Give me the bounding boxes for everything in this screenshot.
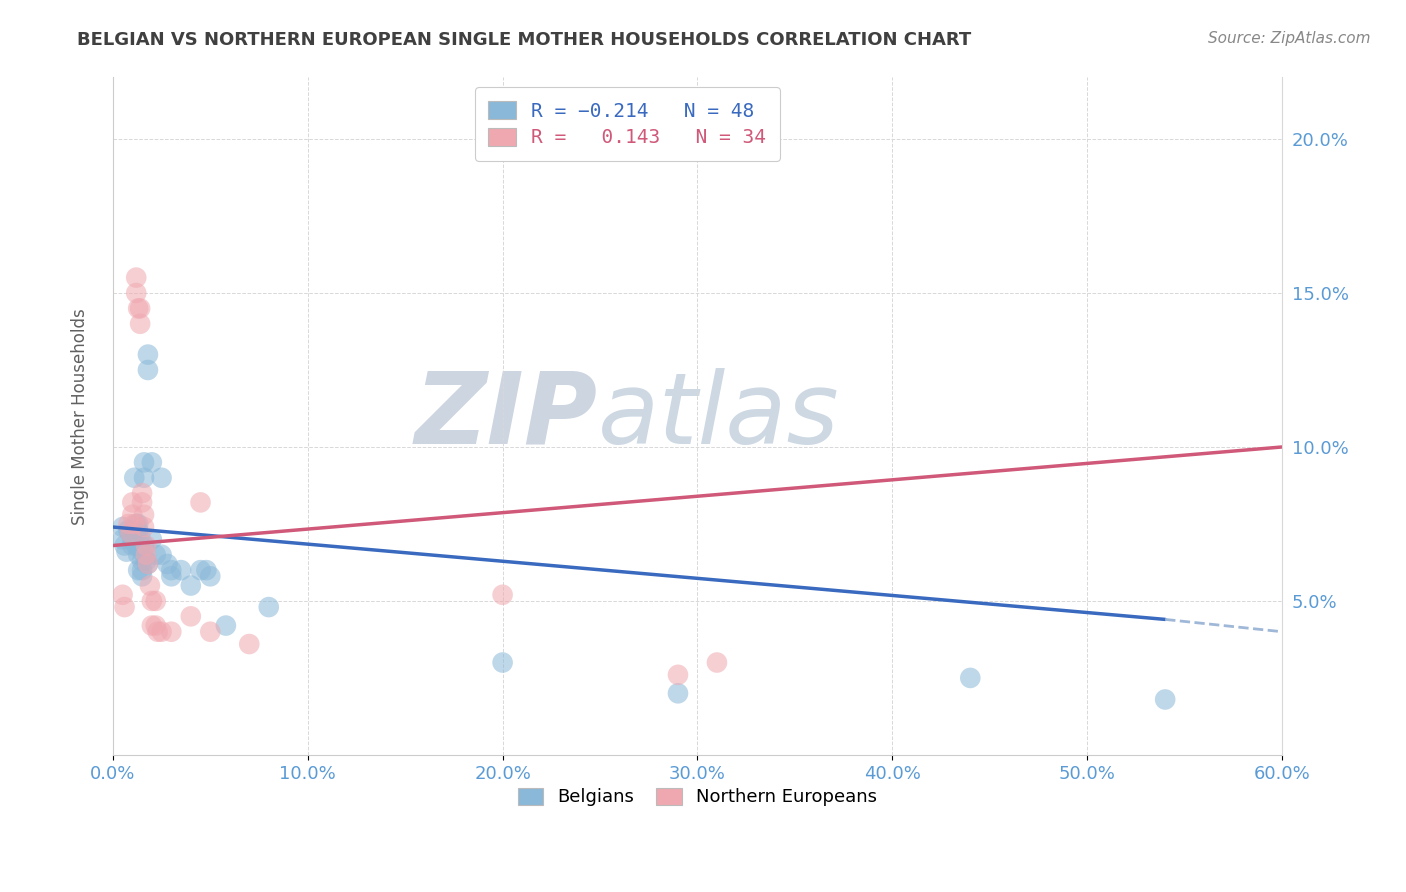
Point <box>125 526 148 541</box>
Point <box>125 516 148 531</box>
Point <box>215 618 238 632</box>
Point <box>121 508 143 522</box>
Point <box>132 539 155 553</box>
Text: ZIP: ZIP <box>415 368 598 465</box>
Point <box>131 495 153 509</box>
Point <box>129 317 152 331</box>
Point <box>127 563 149 577</box>
Point <box>129 539 152 553</box>
Point <box>150 548 173 562</box>
Point <box>127 523 149 537</box>
Point <box>139 578 162 592</box>
Point <box>491 656 513 670</box>
Point <box>125 285 148 300</box>
Point <box>136 348 159 362</box>
Point <box>141 455 163 469</box>
Point <box>131 563 153 577</box>
Point <box>141 533 163 547</box>
Point <box>127 516 149 531</box>
Point <box>114 600 136 615</box>
Point <box>666 668 689 682</box>
Point <box>132 455 155 469</box>
Point <box>120 526 142 541</box>
Point <box>238 637 260 651</box>
Point <box>145 594 167 608</box>
Point <box>136 557 159 571</box>
Point <box>150 471 173 485</box>
Point <box>125 539 148 553</box>
Point <box>959 671 981 685</box>
Point <box>200 569 222 583</box>
Point <box>124 471 146 485</box>
Point <box>180 609 202 624</box>
Point <box>706 656 728 670</box>
Point <box>117 516 139 531</box>
Point <box>131 554 153 568</box>
Point <box>180 578 202 592</box>
Legend: Belgians, Northern Europeans: Belgians, Northern Europeans <box>510 780 884 814</box>
Point <box>170 563 193 577</box>
Point <box>129 529 152 543</box>
Point <box>145 548 167 562</box>
Point <box>135 554 157 568</box>
Point <box>195 563 218 577</box>
Point <box>114 539 136 553</box>
Point <box>136 363 159 377</box>
Point <box>160 569 183 583</box>
Text: Source: ZipAtlas.com: Source: ZipAtlas.com <box>1208 31 1371 46</box>
Text: BELGIAN VS NORTHERN EUROPEAN SINGLE MOTHER HOUSEHOLDS CORRELATION CHART: BELGIAN VS NORTHERN EUROPEAN SINGLE MOTH… <box>77 31 972 49</box>
Point <box>124 516 146 531</box>
Point <box>200 624 222 639</box>
Point <box>125 270 148 285</box>
Point <box>136 557 159 571</box>
Point <box>132 471 155 485</box>
Point <box>141 618 163 632</box>
Point <box>145 618 167 632</box>
Point <box>666 686 689 700</box>
Point <box>1154 692 1177 706</box>
Point <box>111 520 134 534</box>
Point <box>132 520 155 534</box>
Point <box>121 533 143 547</box>
Y-axis label: Single Mother Households: Single Mother Households <box>72 308 89 524</box>
Point <box>111 588 134 602</box>
Point <box>131 544 153 558</box>
Point <box>150 624 173 639</box>
Point <box>190 563 212 577</box>
Point <box>131 569 153 583</box>
Point <box>120 526 142 541</box>
Point <box>135 539 157 553</box>
Point <box>127 301 149 316</box>
Point <box>121 539 143 553</box>
Point <box>135 548 157 562</box>
Point <box>257 600 280 615</box>
Point <box>117 523 139 537</box>
Point <box>129 301 152 316</box>
Point <box>141 594 163 608</box>
Point <box>111 533 134 547</box>
Point <box>131 486 153 500</box>
Point <box>127 548 149 562</box>
Point <box>491 588 513 602</box>
Point <box>190 495 212 509</box>
Point <box>146 624 169 639</box>
Point <box>160 563 183 577</box>
Point <box>132 508 155 522</box>
Point <box>121 495 143 509</box>
Point <box>115 544 138 558</box>
Text: atlas: atlas <box>598 368 839 465</box>
Point <box>160 624 183 639</box>
Point <box>156 557 179 571</box>
